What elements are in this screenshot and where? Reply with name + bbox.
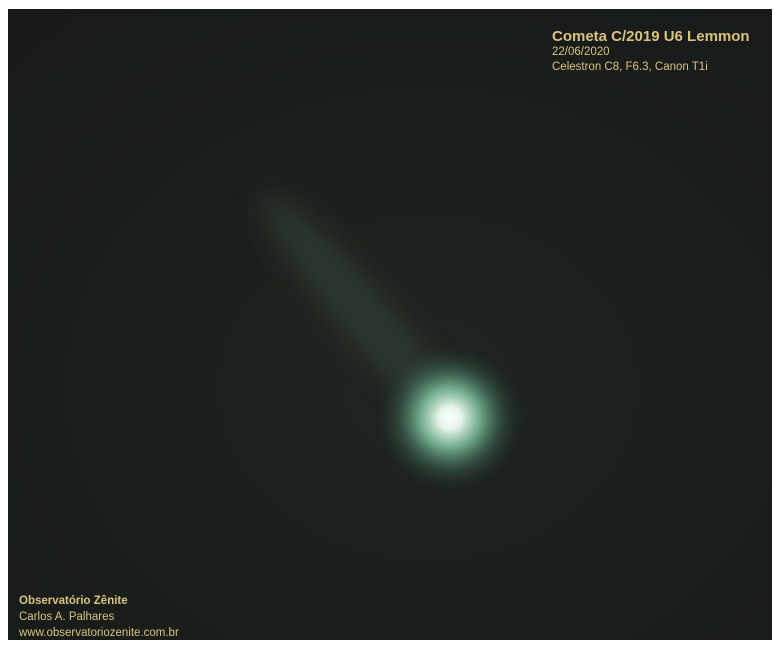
photo-frame: Cometa C/2019 U6 Lemmon 22/06/2020 Celes… [0, 0, 774, 645]
title: Cometa C/2019 U6 Lemmon [552, 28, 750, 45]
page: Cometa C/2019 U6 Lemmon 22/06/2020 Celes… [0, 0, 774, 645]
observatory-name: Observatório Zênite [19, 595, 128, 607]
website: www.observatoriozenite.com.br [18, 627, 179, 639]
date: 22/06/2020 [552, 46, 610, 58]
equipment: Celestron C8, F6.3, Canon T1i [552, 61, 708, 73]
comet-coma [375, 343, 525, 493]
author: Carlos A. Palhares [19, 611, 114, 623]
